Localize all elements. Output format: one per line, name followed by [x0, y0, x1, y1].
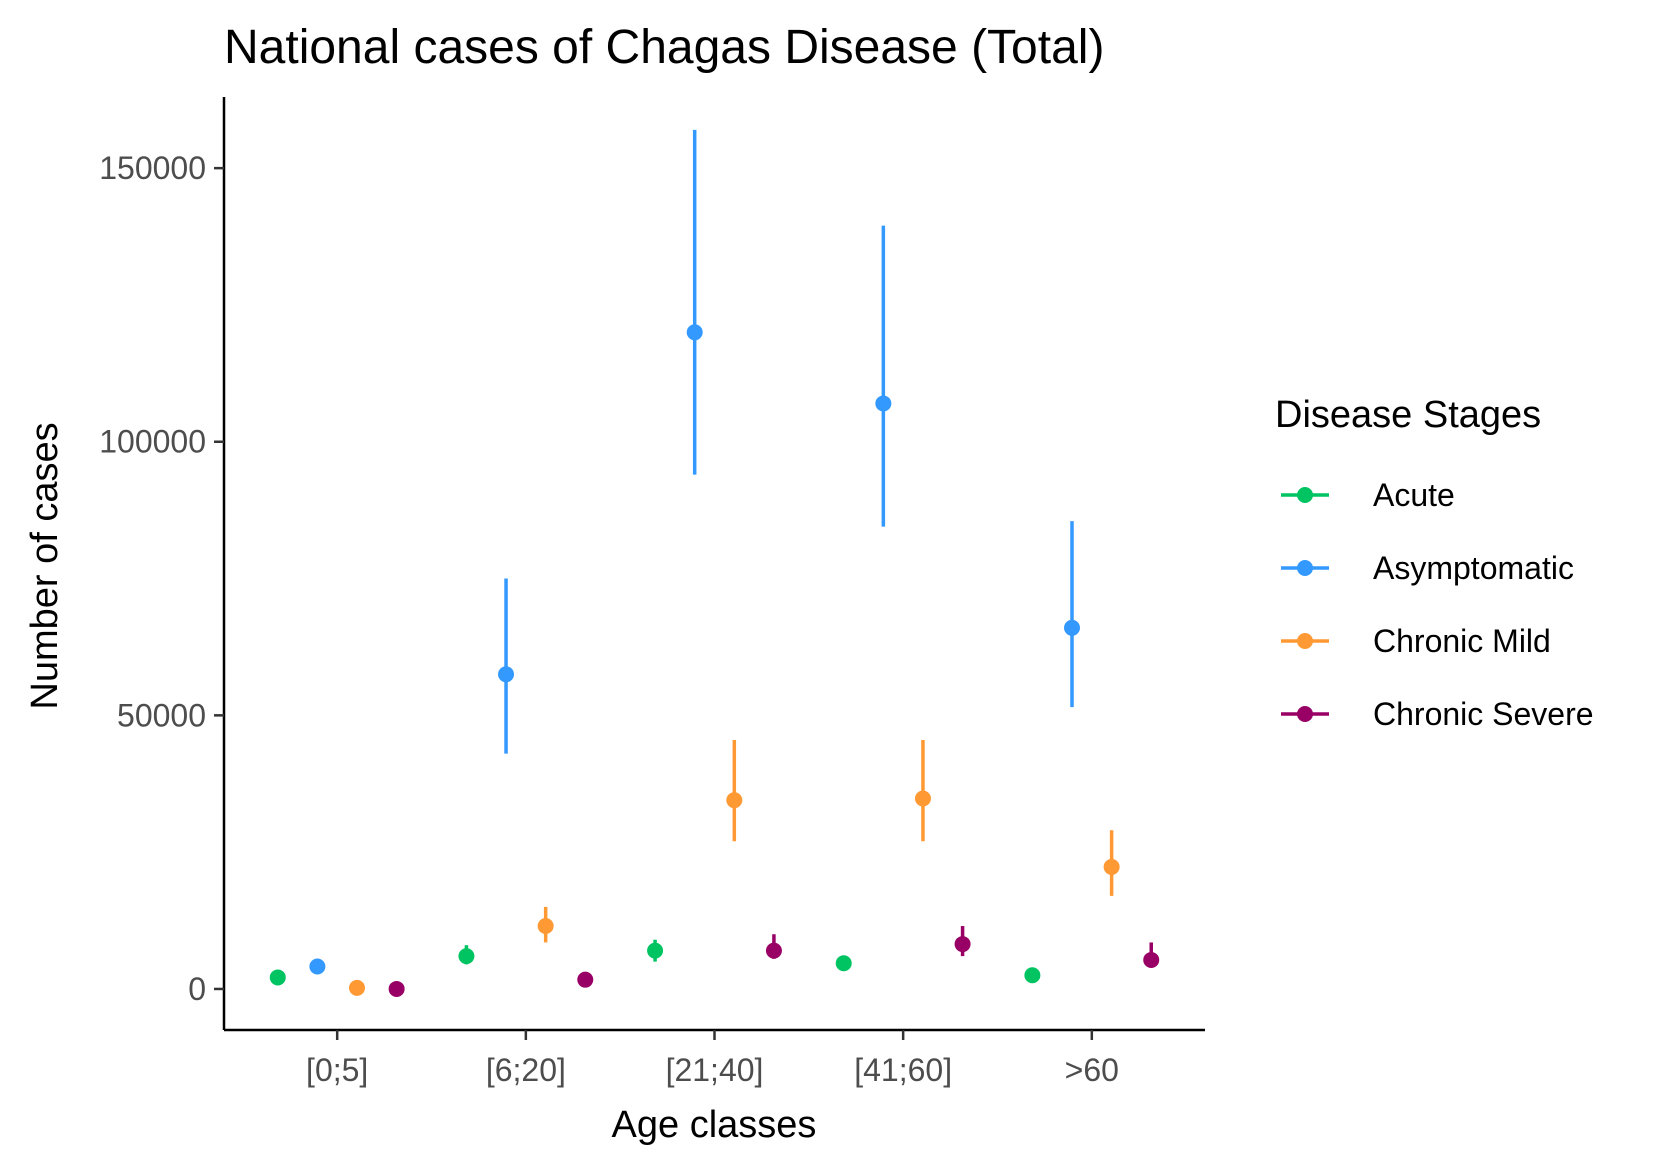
data-point [269, 969, 286, 986]
data-point [726, 792, 743, 809]
x-tick-label: [6;20] [486, 1052, 566, 1088]
data-point [875, 395, 892, 412]
data-point [577, 971, 594, 988]
data-point [458, 948, 475, 965]
legend-item-chronic-mild: Chronic Mild [1281, 623, 1551, 659]
x-tick-label: >60 [1065, 1052, 1119, 1088]
series-chronic-severe [388, 926, 1160, 997]
data-point [835, 955, 852, 972]
x-tick-label: [21;40] [666, 1052, 764, 1088]
y-axis-ticks: 0 50000 100000 150000 [99, 150, 224, 1007]
y-tick-label: 0 [188, 971, 206, 1007]
y-axis-title: Number of cases [24, 422, 66, 709]
y-tick-label: 100000 [99, 424, 206, 460]
data-point [1143, 951, 1160, 968]
legend: Disease Stages Acute Asymptomatic Chronic … [1275, 394, 1594, 732]
legend-item-asymptomatic: Asymptomatic [1281, 550, 1574, 586]
data-point [765, 942, 782, 959]
legend-label: Chronic Severe [1373, 696, 1594, 732]
legend-key-point [1297, 633, 1313, 649]
legend-key-point [1297, 706, 1313, 722]
x-tick-label: [0;5] [306, 1052, 368, 1088]
x-axis-title: Age classes [612, 1104, 817, 1146]
legend-label: Acute [1373, 477, 1455, 513]
x-axis-ticks: [0;5] [6;20] [21;40] [41;60] >60 [306, 1030, 1119, 1088]
data-point [1103, 858, 1120, 875]
legend-key-point [1297, 487, 1313, 503]
data-point [1063, 619, 1080, 636]
legend-item-acute: Acute [1281, 477, 1455, 513]
series-acute [269, 939, 1041, 986]
data-point [954, 936, 971, 953]
legend-key-point [1297, 560, 1313, 576]
data-point [686, 324, 703, 341]
legend-items: Acute Asymptomatic Chronic Mild Chronic Sev… [1281, 477, 1594, 732]
y-tick-label: 50000 [117, 697, 206, 733]
plot-area [269, 129, 1160, 997]
data-point [1024, 967, 1041, 984]
data-point [914, 790, 931, 807]
data-point [309, 958, 326, 975]
chart-title: National cases of Chagas Disease (Total) [224, 21, 1104, 74]
data-point [647, 942, 664, 959]
legend-label: Asymptomatic [1373, 550, 1574, 586]
x-tick-label: [41;60] [854, 1052, 952, 1088]
legend-label: Chronic Mild [1373, 623, 1551, 659]
legend-item-chronic-severe: Chronic Severe [1281, 696, 1594, 732]
data-point [388, 980, 405, 997]
data-point [349, 979, 366, 996]
data-point [537, 918, 554, 935]
y-tick-label: 150000 [99, 150, 206, 186]
series-chronic-mild [349, 739, 1120, 996]
legend-title: Disease Stages [1275, 394, 1541, 436]
data-point [498, 666, 515, 683]
series-asymptomatic [309, 129, 1080, 975]
